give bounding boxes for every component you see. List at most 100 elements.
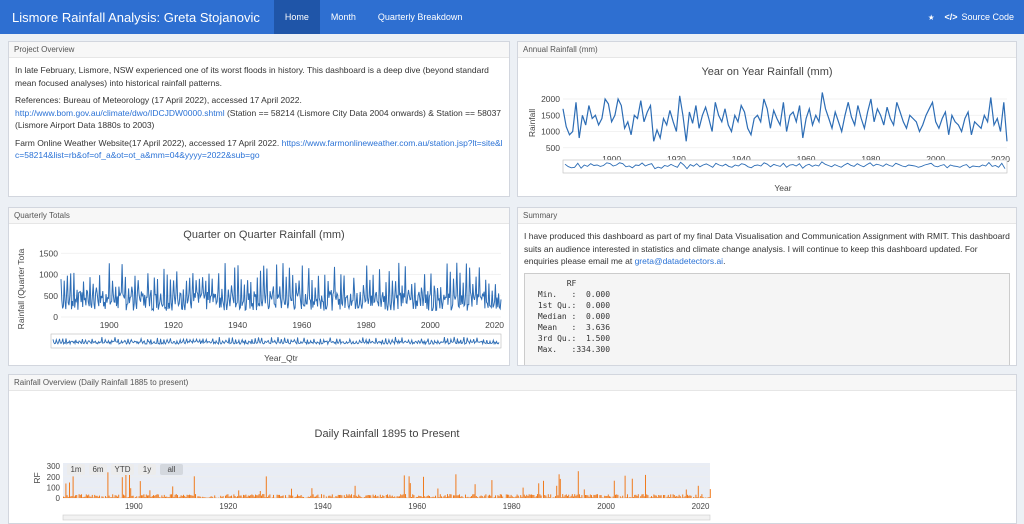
y-tick-label: 500	[546, 143, 560, 153]
rainfall-bar	[297, 495, 298, 499]
rainfall-bar	[273, 495, 274, 498]
y-axis-label: Rainfall (Quarter Tota	[16, 248, 26, 329]
rainfall-bar	[139, 496, 140, 498]
rainfall-bar	[391, 497, 392, 499]
tab-month[interactable]: Month	[320, 0, 367, 34]
rainfall-bar	[280, 496, 281, 498]
rainfall-bar	[160, 498, 161, 499]
rainfall-bar	[667, 497, 668, 498]
rainfall-bar	[364, 497, 365, 498]
x-tick-label: 1980	[503, 502, 521, 511]
y-tick-label: 100	[47, 483, 61, 492]
rainfall-bar	[267, 497, 268, 498]
rainfall-bar	[614, 481, 615, 498]
rainfall-bar	[111, 497, 112, 498]
rainfall-bar	[243, 495, 244, 498]
rainfall-bar	[633, 497, 634, 498]
rainfall-bar	[235, 496, 236, 498]
source-code-link[interactable]: Source Code	[957, 12, 1024, 22]
rainfall-bar	[397, 496, 398, 498]
rainfall-bar	[328, 496, 329, 498]
rainfall-bar	[298, 496, 299, 498]
rainfall-bar	[295, 497, 296, 498]
annual-rainfall-chart[interactable]: Year on Year Rainfall (mm) Rainfall Year…	[518, 58, 1016, 196]
quarterly-rainfall-chart[interactable]: Quarter on Quarter Rainfall (mm) Rainfal…	[9, 224, 509, 365]
rainfall-bar	[81, 494, 82, 498]
rainfall-bar	[586, 495, 587, 498]
rainfall-bar	[376, 497, 377, 499]
rainfall-bar	[580, 497, 581, 498]
rainfall-bar	[413, 495, 414, 498]
rainfall-bar	[556, 486, 557, 498]
chart-title: Daily Rainfall 1895 to Present	[315, 428, 460, 440]
rainfall-bar	[251, 494, 252, 498]
rainfall-bar	[700, 496, 701, 498]
rainfall-bar	[221, 497, 222, 498]
rainfall-bar	[615, 495, 616, 498]
x-tick-label: 2020	[485, 320, 504, 330]
range-slider[interactable]	[63, 515, 710, 520]
rainfall-bar	[577, 495, 578, 498]
rainfall-bar	[641, 495, 642, 499]
rainfall-bar	[419, 496, 420, 498]
card-heading: Project Overview	[9, 42, 509, 58]
daily-rainfall-chart[interactable]: Daily Rainfall 1895 to Present RF 010020…	[9, 391, 1016, 521]
rainfall-bar	[422, 497, 423, 498]
rainfall-bar	[411, 497, 412, 498]
rainfall-bar	[459, 494, 460, 498]
rainfall-bar	[382, 495, 383, 498]
tab-quarterly-breakdown[interactable]: Quarterly Breakdown	[367, 0, 474, 34]
rainfall-bar	[380, 495, 381, 498]
rainfall-bar	[669, 497, 670, 498]
rainfall-bar	[424, 496, 425, 498]
rainfall-bar	[529, 494, 530, 498]
rainfall-bar	[199, 496, 200, 498]
rainfall-bar	[513, 497, 514, 498]
rainfall-bar	[163, 497, 164, 498]
rainfall-bar	[461, 496, 462, 498]
rainfall-bar	[581, 495, 582, 498]
rainfall-bar	[538, 483, 539, 498]
summary-body: I have produced this dashboard as part o…	[524, 231, 1010, 266]
rainfall-bar	[655, 495, 656, 498]
rainfall-bar	[98, 497, 99, 498]
rainfall-bar	[83, 497, 84, 498]
rainfall-bar	[634, 495, 635, 498]
share-icon[interactable]: ⭑	[918, 10, 944, 25]
bom-link[interactable]: http://www.bom.gov.au/climate/dwo/IDCJDW…	[15, 108, 225, 118]
rainfall-bar	[352, 498, 353, 499]
rainfall-bar	[565, 495, 566, 498]
x-tick-label: 1940	[228, 320, 247, 330]
rainfall-bar	[481, 496, 482, 499]
rainfall-bar	[315, 497, 316, 498]
rainfall-bar	[272, 497, 273, 498]
x-tick-label: 1940	[314, 502, 332, 511]
x-tick-label: 2000	[597, 502, 615, 511]
email-link[interactable]: greta@datadetectors.ai	[635, 256, 724, 266]
rainfall-bar	[95, 496, 96, 498]
rainfall-bar	[171, 494, 172, 498]
y-axis-label: RF	[32, 472, 42, 483]
rainfall-bar	[399, 496, 400, 498]
rainfall-bar	[433, 497, 434, 498]
rainfall-bar	[250, 495, 251, 498]
rainfall-bar	[226, 495, 227, 498]
rainfall-bar	[625, 476, 626, 498]
rainfall-bar	[263, 494, 264, 498]
rainfall-bar	[689, 495, 690, 498]
rainfall-bar	[573, 497, 574, 499]
rainfall-bar	[597, 494, 598, 498]
rainfall-bar	[679, 495, 680, 498]
rainfall-bar	[214, 495, 215, 498]
rainfall-bar	[455, 474, 456, 498]
rainfall-bar	[129, 472, 130, 499]
rainfall-bar	[394, 496, 395, 498]
rainfall-bar	[646, 494, 647, 498]
rainfall-bar	[373, 495, 374, 498]
rainfall-bar	[179, 497, 180, 498]
app-title: Lismore Rainfall Analysis: Greta Stojano…	[0, 10, 274, 25]
code-icon[interactable]: </>	[944, 12, 957, 22]
rainfall-bar	[446, 497, 447, 498]
tab-home[interactable]: Home	[274, 0, 320, 34]
rainfall-bar	[151, 497, 152, 498]
